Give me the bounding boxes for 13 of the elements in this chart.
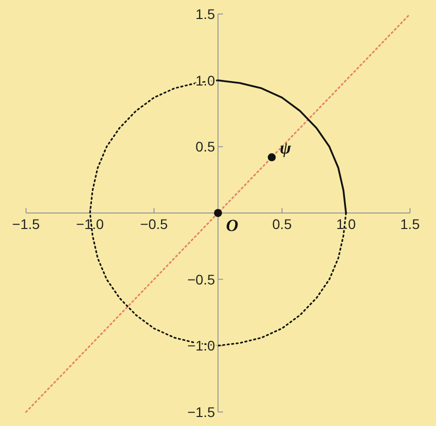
- y-tick-label: −1.5: [187, 404, 216, 420]
- x-tick-label: 1.5: [400, 216, 420, 232]
- x-tick-label: −1.0: [76, 216, 104, 232]
- x-tick-label: −1.5: [12, 216, 40, 232]
- y-tick-label: −1.0: [187, 338, 216, 354]
- x-tick-label: −0.5: [140, 216, 168, 232]
- x-tick-label: 1.0: [336, 216, 356, 232]
- y-tick-label: −0.5: [187, 271, 216, 288]
- y-tick-label: 1.5: [196, 6, 216, 22]
- annotation: O: [226, 216, 238, 235]
- x-tick-label: 0.5: [272, 216, 292, 232]
- annotation: ψ: [280, 138, 292, 158]
- y-tick-label: 0.5: [196, 138, 216, 155]
